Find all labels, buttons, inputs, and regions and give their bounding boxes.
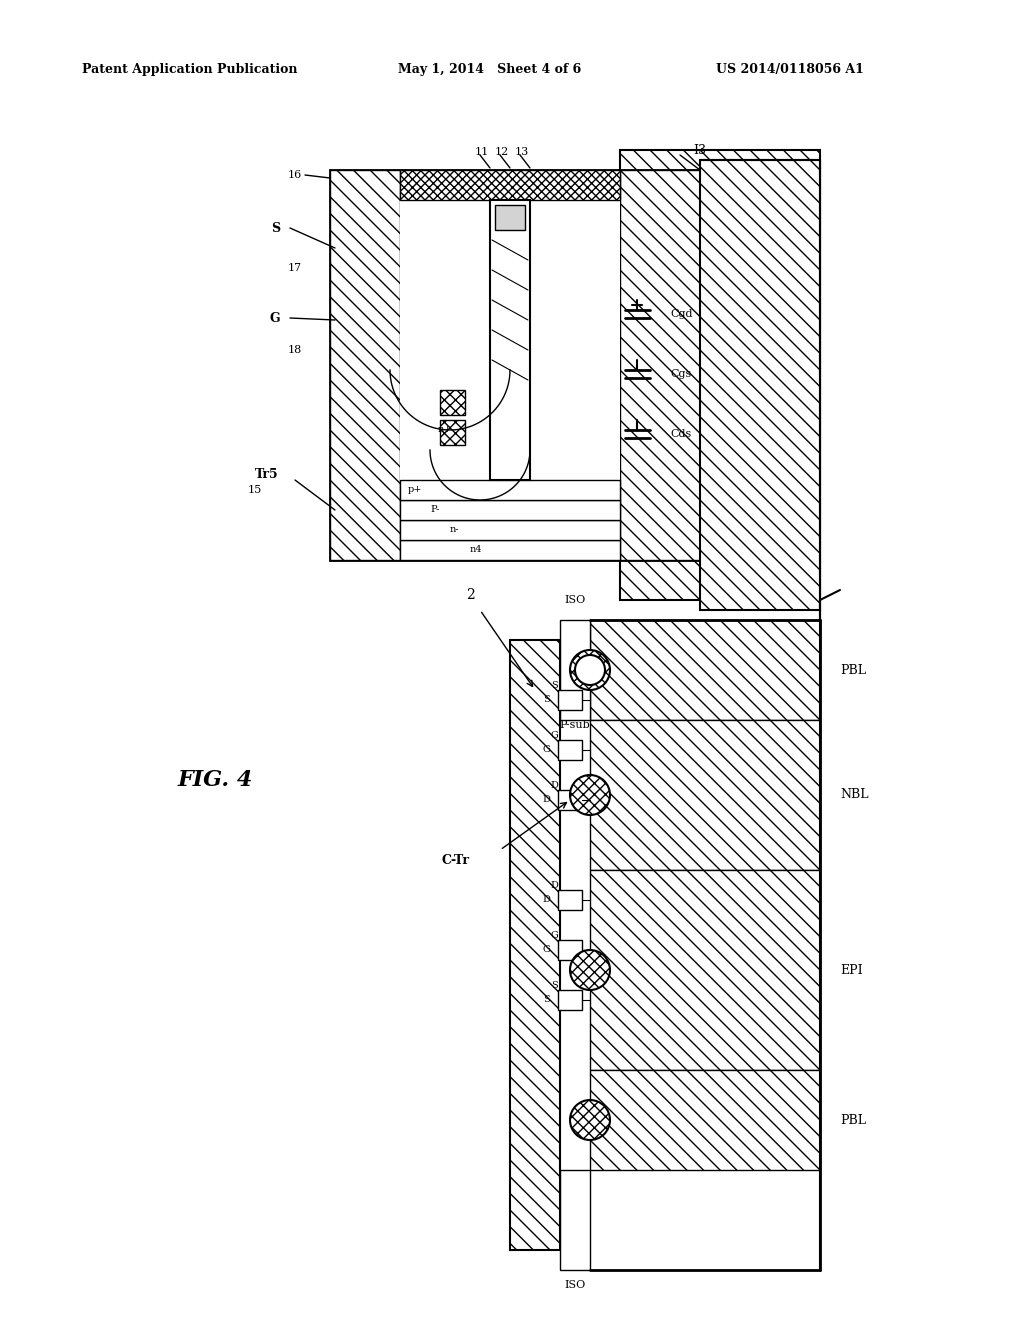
Text: PBL: PBL [840,664,866,676]
Text: EPI: EPI [840,964,862,977]
Bar [590,620,820,719]
Text: G: G [543,746,550,755]
Bar [330,170,700,560]
Text: US 2014/0118056 A1: US 2014/0118056 A1 [716,63,864,77]
Text: ISO: ISO [564,1280,586,1290]
Bar [590,1071,820,1170]
Text: n+: n+ [437,425,453,434]
Text: P-: P- [430,506,439,515]
Circle shape [570,950,610,990]
Text: I3: I3 [693,144,707,157]
Text: Cgs: Cgs [670,370,691,379]
Text: D: D [542,895,550,904]
FancyBboxPatch shape [558,990,582,1010]
Text: S: S [544,696,550,705]
Text: G: G [269,312,280,325]
Text: NBL: NBL [840,788,868,801]
Text: 15: 15 [248,484,262,495]
Bar [400,540,620,560]
Bar [590,870,820,1071]
Text: n-: n- [450,525,460,535]
Text: p+: p+ [408,486,423,495]
Bar [510,640,560,1250]
Text: 16: 16 [288,170,302,180]
Bar [560,620,590,719]
Text: S: S [551,981,558,990]
Text: Patent Application Publication: Patent Application Publication [82,63,298,77]
Bar [490,201,530,480]
Text: 11: 11 [475,147,489,157]
FancyBboxPatch shape [558,890,582,909]
Text: D: D [550,880,558,890]
Bar [440,389,465,414]
Text: D: D [542,796,550,804]
Text: Tr5: Tr5 [255,469,279,482]
Bar [700,160,820,610]
Bar [330,170,400,560]
FancyBboxPatch shape [558,940,582,960]
Text: FIG. 4: FIG. 4 [177,770,253,791]
Bar [590,719,820,870]
FancyBboxPatch shape [558,741,582,760]
Text: 13: 13 [515,147,529,157]
FancyBboxPatch shape [558,789,582,810]
Text: Cgd: Cgd [670,309,692,319]
Text: PBL: PBL [840,1114,866,1126]
Bar [400,520,620,540]
Bar [440,420,465,445]
Text: 2: 2 [466,587,474,602]
Text: S: S [271,222,280,235]
Text: G: G [543,945,550,954]
Text: G: G [550,730,558,739]
Bar [400,170,620,201]
Circle shape [570,775,610,814]
Text: D: D [550,780,558,789]
Text: G: G [550,931,558,940]
Text: ISO: ISO [564,595,586,605]
Bar [560,1170,590,1270]
Text: C-Tr: C-Tr [442,854,470,866]
Text: S: S [544,995,550,1005]
Text: Cds: Cds [670,429,691,440]
Text: May 1, 2014   Sheet 4 of 6: May 1, 2014 Sheet 4 of 6 [398,63,582,77]
FancyBboxPatch shape [558,690,582,710]
Bar [400,480,620,500]
Circle shape [575,655,605,685]
Bar [495,205,525,230]
Text: n4: n4 [470,545,482,554]
Bar [620,150,820,601]
Text: 17: 17 [288,263,302,273]
Bar [620,170,700,560]
Text: 18: 18 [288,345,302,355]
Bar [400,170,620,560]
Text: P-sub: P-sub [560,719,591,730]
Text: S: S [551,681,558,689]
Circle shape [570,1100,610,1140]
Circle shape [570,649,610,690]
Bar [400,500,620,520]
Text: 12: 12 [495,147,509,157]
